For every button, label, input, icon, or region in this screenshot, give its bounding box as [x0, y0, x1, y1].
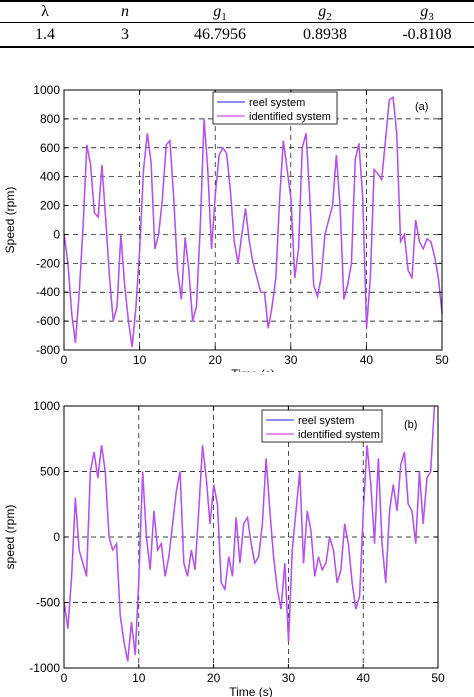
series-line-identified-system — [63, 405, 439, 662]
panel-label: (b) — [404, 419, 417, 431]
y-tick-label: -200 — [36, 256, 60, 270]
header-lambda: λ — [41, 3, 49, 20]
y-tick-label: 0 — [53, 530, 60, 544]
y-tick-label: -800 — [36, 343, 60, 357]
x-tick-label: 40 — [357, 671, 371, 685]
plot-area — [64, 90, 442, 350]
legend-label: identified system — [249, 111, 331, 123]
x-tick-label: 10 — [132, 671, 146, 685]
table-top-rule — [0, 0, 474, 2]
y-tick-label: 600 — [40, 141, 60, 155]
x-tick-label: 0 — [61, 671, 68, 685]
header-g3: g3 — [420, 3, 434, 24]
legend-label: reel system — [249, 97, 305, 109]
x-tick-label: 40 — [360, 353, 374, 367]
series-line-identified-system — [63, 96, 443, 348]
y-tick-label: 500 — [40, 465, 60, 479]
x-tick-label: 30 — [284, 353, 298, 367]
parameter-table: λ n g1 g2 g3 1.4 3 46.7956 0.8938 -0.810… — [0, 0, 474, 48]
x-tick-label: 10 — [133, 353, 147, 367]
legend-label: reel system — [298, 415, 354, 427]
x-tick-label: 0 — [61, 353, 68, 367]
y-tick-label: 200 — [40, 199, 60, 213]
y-tick-label: 1000 — [33, 399, 60, 413]
x-tick-label: 20 — [209, 353, 223, 367]
y-tick-label: -500 — [36, 596, 60, 610]
value-g1: 46.7956 — [194, 26, 246, 43]
value-lambda: 1.4 — [35, 26, 55, 43]
x-axis-label: Time (s) — [229, 685, 273, 697]
y-tick-label: 1000 — [33, 83, 60, 97]
x-tick-label: 50 — [435, 353, 449, 367]
y-tick-label: -600 — [36, 314, 60, 328]
speed-chart-b: 0 10 20 30 40 50 -1000 -500 0 500 1000 Time (s) spee… — [3, 399, 445, 697]
y-axis-label: Speed (rpm) — [3, 187, 17, 254]
y-tick-label: 800 — [40, 112, 60, 126]
x-axis-label: Time (s) — [231, 367, 275, 372]
table-bottom-rule — [0, 46, 474, 48]
y-tick-label: 400 — [40, 170, 60, 184]
table-header-rule — [0, 22, 474, 23]
header-g1: g1 — [213, 3, 227, 24]
y-tick-label: -400 — [36, 285, 60, 299]
x-tick-label: 20 — [207, 671, 221, 685]
header-n: n — [121, 3, 129, 20]
plot-frame — [63, 89, 443, 351]
value-g3: -0.8108 — [402, 26, 452, 43]
x-tick-label: 30 — [282, 671, 296, 685]
y-tick-label: -1000 — [29, 661, 60, 675]
legend-label: identified system — [298, 429, 380, 441]
legend-box — [261, 409, 383, 443]
value-n: 3 — [121, 26, 129, 43]
y-tick-label: 0 — [53, 227, 60, 241]
speed-chart-a: 0 10 20 30 40 50 -800 -600 -400 -200 0 200 400 600 800… — [3, 83, 449, 372]
header-g2: g2 — [318, 3, 332, 24]
value-g2: 0.8938 — [303, 26, 347, 43]
y-axis-label: speed (rpm) — [3, 505, 17, 570]
x-tick-label: 50 — [431, 671, 445, 685]
legend-box — [212, 91, 338, 125]
panel-label: (a) — [415, 101, 428, 113]
